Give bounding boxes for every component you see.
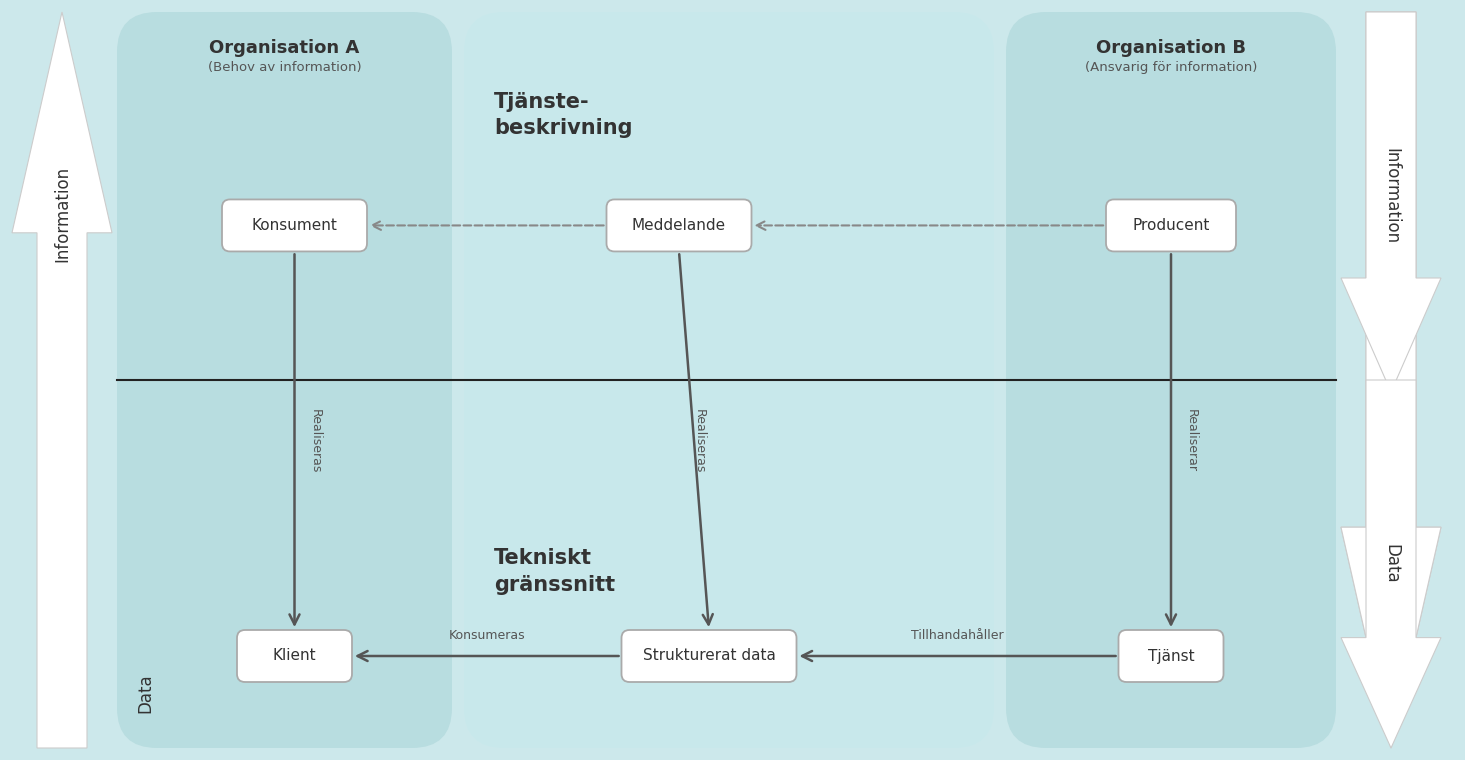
Polygon shape [1340, 12, 1442, 392]
Text: (Behov av information): (Behov av information) [208, 62, 362, 74]
Text: Information: Information [53, 166, 70, 262]
Text: Tillhandahåller: Tillhandahåller [911, 629, 1004, 642]
Text: Tjänste-
beskrivning: Tjänste- beskrivning [494, 92, 633, 138]
FancyBboxPatch shape [464, 12, 993, 748]
Text: Klient: Klient [272, 648, 316, 663]
Text: Data: Data [136, 673, 154, 713]
Text: Tekniskt
gränssnitt: Tekniskt gränssnitt [494, 548, 615, 594]
Polygon shape [12, 12, 111, 748]
Text: Organisation A: Organisation A [209, 39, 359, 57]
Text: Data: Data [1381, 544, 1401, 584]
Text: Information: Information [1381, 148, 1401, 244]
FancyBboxPatch shape [237, 630, 352, 682]
Polygon shape [1340, 12, 1442, 748]
FancyBboxPatch shape [117, 12, 453, 748]
Text: Producent: Producent [1132, 218, 1210, 233]
Text: Realiserar: Realiserar [1185, 409, 1198, 472]
FancyBboxPatch shape [621, 630, 797, 682]
Text: Konsumeras: Konsumeras [448, 629, 524, 642]
Polygon shape [1340, 12, 1442, 748]
FancyBboxPatch shape [607, 199, 752, 252]
FancyBboxPatch shape [1118, 630, 1223, 682]
Text: Organisation B: Organisation B [1096, 39, 1247, 57]
Text: Tjänst: Tjänst [1147, 648, 1194, 663]
FancyBboxPatch shape [1106, 199, 1236, 252]
Text: Strukturerat data: Strukturerat data [643, 648, 775, 663]
FancyBboxPatch shape [223, 199, 368, 252]
Text: (Ansvarig för information): (Ansvarig för information) [1084, 62, 1257, 74]
FancyBboxPatch shape [1006, 12, 1336, 748]
Text: Konsument: Konsument [252, 218, 337, 233]
Polygon shape [1340, 380, 1442, 748]
Text: Meddelande: Meddelande [631, 218, 727, 233]
Text: Realiseras: Realiseras [309, 409, 321, 473]
Text: Realiseras: Realiseras [693, 409, 706, 473]
